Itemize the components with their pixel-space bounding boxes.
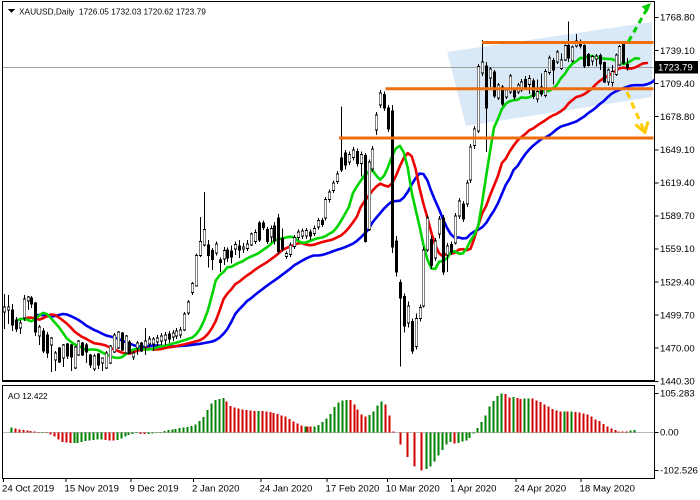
svg-text:XAUUSD,Daily 1726.05 1732.03: XAUUSD,Daily 1726.05 1732.03 1720.62 172… (19, 7, 206, 17)
svg-text:9 Dec 2019: 9 Dec 2019 (130, 484, 179, 495)
svg-text:1499.70: 1499.70 (660, 310, 695, 321)
svg-text:24 Oct 2019: 24 Oct 2019 (2, 484, 54, 495)
svg-text:-102.526: -102.526 (660, 466, 698, 477)
svg-text:1559.10: 1559.10 (660, 244, 695, 255)
svg-text:AO 12.422: AO 12.422 (8, 391, 48, 401)
svg-text:1619.40: 1619.40 (660, 178, 695, 189)
svg-text:24 Jan 2020: 24 Jan 2020 (260, 484, 313, 495)
svg-text:18 May 2020: 18 May 2020 (580, 484, 635, 495)
svg-text:1589.70: 1589.70 (660, 211, 695, 222)
svg-text:17 Feb 2020: 17 Feb 2020 (326, 484, 380, 495)
svg-text:10 Mar 2020: 10 Mar 2020 (386, 484, 440, 495)
svg-text:2 Jan 2020: 2 Jan 2020 (192, 484, 239, 495)
svg-text:15 Nov 2019: 15 Nov 2019 (65, 484, 119, 495)
svg-text:1529.40: 1529.40 (660, 277, 695, 288)
svg-text:1440.30: 1440.30 (660, 377, 695, 388)
svg-text:0.00: 0.00 (660, 428, 679, 439)
svg-text:1739.10: 1739.10 (660, 46, 695, 57)
svg-text:105.283: 105.283 (660, 389, 695, 400)
svg-text:1470.00: 1470.00 (660, 343, 695, 354)
svg-text:1709.40: 1709.40 (660, 79, 695, 90)
svg-text:1723.79: 1723.79 (658, 63, 693, 74)
svg-text:1768.80: 1768.80 (660, 13, 695, 24)
svg-text:1649.10: 1649.10 (660, 145, 695, 156)
svg-text:1 Apr 2020: 1 Apr 2020 (450, 484, 496, 495)
svg-text:1678.80: 1678.80 (660, 112, 695, 123)
svg-text:24 Apr 2020: 24 Apr 2020 (514, 484, 566, 495)
